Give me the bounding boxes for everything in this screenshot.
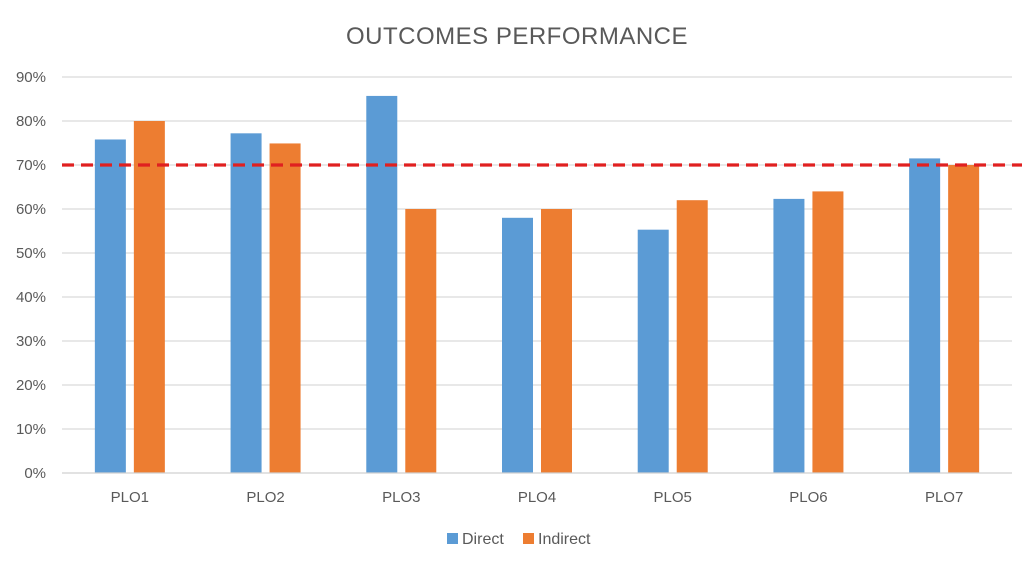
x-category-label: PLO7 xyxy=(925,489,963,506)
bar-direct-plo5 xyxy=(637,229,669,473)
bar-direct-plo6 xyxy=(773,198,805,473)
legend-label-direct: Direct xyxy=(462,531,504,548)
x-category-label: PLO5 xyxy=(654,489,692,506)
bar-indirect-plo5 xyxy=(676,200,708,473)
bar-indirect-plo3 xyxy=(405,209,437,473)
bar-direct-plo1 xyxy=(94,139,126,474)
bar-direct-plo2 xyxy=(230,133,262,473)
legend: Direct Indirect xyxy=(447,531,591,548)
bar-indirect-plo4 xyxy=(541,209,572,473)
chart-title: OUTCOMES PERFORMANCE xyxy=(346,23,688,50)
legend-label-indirect: Indirect xyxy=(538,531,591,548)
x-category-label: PLO2 xyxy=(246,489,284,506)
bars xyxy=(94,95,980,474)
x-axis-category-labels: PLO1 PLO2 PLO3 PLO4 PLO5 PLO6 PLO7 xyxy=(111,489,964,506)
y-tick-label: 60% xyxy=(16,201,46,218)
x-category-label: PLO3 xyxy=(382,489,420,506)
bar-indirect-plo1 xyxy=(133,121,165,473)
bar-indirect-plo7 xyxy=(948,165,980,473)
y-tick-label: 40% xyxy=(16,289,46,306)
legend-swatch-direct xyxy=(447,533,458,544)
bar-indirect-plo2 xyxy=(269,143,301,473)
y-tick-label: 30% xyxy=(16,333,46,350)
bar-direct-plo3 xyxy=(366,95,398,474)
y-axis-tick-labels: 0% 10% 20% 30% 40% 50% 60% 70% 80% 90% xyxy=(16,69,46,482)
legend-swatch-indirect xyxy=(523,533,534,544)
y-tick-label: 0% xyxy=(24,465,46,482)
bar-direct-plo4 xyxy=(502,217,533,473)
bar-indirect-plo6 xyxy=(812,191,844,473)
y-tick-label: 80% xyxy=(16,113,46,130)
y-tick-label: 70% xyxy=(16,157,46,174)
y-tick-label: 50% xyxy=(16,245,46,262)
x-category-label: PLO6 xyxy=(789,489,827,506)
gridlines xyxy=(62,76,1012,430)
y-tick-label: 90% xyxy=(16,69,46,86)
x-category-label: PLO4 xyxy=(518,489,556,506)
y-tick-label: 10% xyxy=(16,421,46,438)
bar-direct-plo7 xyxy=(909,158,941,473)
y-tick-label: 20% xyxy=(16,377,46,394)
x-category-label: PLO1 xyxy=(111,489,149,506)
